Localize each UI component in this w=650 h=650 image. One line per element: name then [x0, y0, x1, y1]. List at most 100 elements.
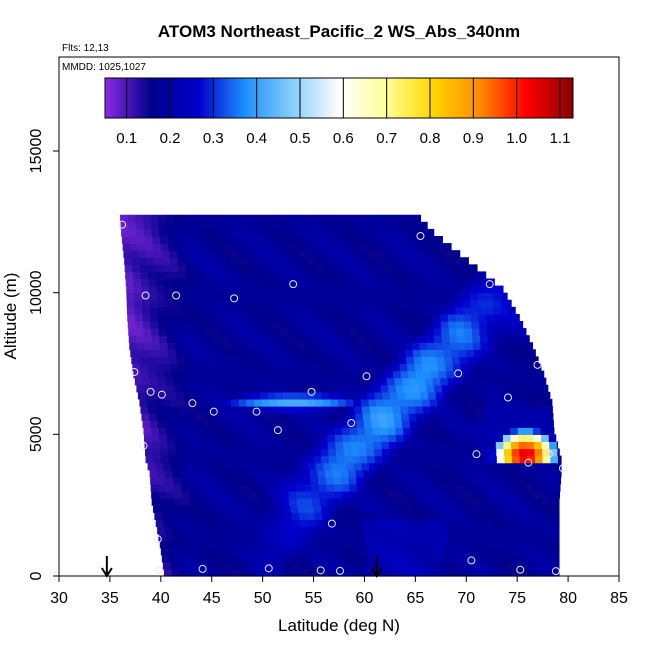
heatmap-cell [211, 483, 220, 492]
heatmap-cell [141, 285, 150, 294]
heatmap-cell [278, 413, 288, 421]
heatmap-cell [271, 292, 280, 301]
heatmap-cell [253, 257, 263, 265]
heatmap-cell [265, 221, 274, 230]
heatmap-cell [182, 342, 191, 350]
heatmap-cell [333, 214, 343, 223]
heatmap-cell [277, 271, 287, 280]
heatmap-cell [296, 228, 305, 237]
heatmap-cell [241, 299, 250, 308]
heatmap-cell [188, 313, 197, 322]
heatmap-cell [371, 469, 380, 478]
heatmap-cell [264, 420, 273, 428]
heatmap-cell [436, 356, 445, 365]
heatmap-cell [411, 441, 421, 450]
heatmap-cell [420, 505, 429, 513]
heatmap-cell [352, 554, 361, 563]
heatmap-cell [289, 434, 298, 443]
heatmap-cell [313, 505, 322, 513]
heatmap-cell [491, 406, 500, 414]
heatmap-cell [320, 441, 329, 450]
heatmap-cell [183, 455, 192, 464]
heatmap-cell [211, 313, 220, 322]
heatmap-cell [471, 328, 481, 336]
heatmap-cell [415, 406, 424, 414]
heatmap-cell [385, 413, 395, 421]
heatmap-cell [279, 526, 288, 535]
heatmap-cell [410, 214, 419, 223]
heatmap-cell [455, 469, 464, 478]
heatmap-cell [278, 568, 287, 577]
heatmap-cell [450, 448, 459, 457]
heatmap-cell [211, 533, 221, 542]
heatmap-cell [456, 328, 465, 336]
heatmap-cell [189, 427, 198, 435]
heatmap-cell [288, 427, 297, 435]
heatmap-cell [205, 342, 214, 350]
heatmap-cell [231, 264, 240, 273]
heatmap-cell [274, 540, 283, 549]
heatmap-cell [321, 349, 330, 358]
sample-point [416, 232, 425, 240]
heatmap-cell [369, 264, 378, 273]
heatmap-cell [141, 292, 150, 301]
heatmap-cell [219, 483, 228, 492]
heatmap-cell [236, 448, 245, 457]
heatmap-cell [181, 491, 190, 499]
heatmap-cell [559, 462, 562, 471]
heatmap-cell [535, 455, 544, 464]
heatmap-cell [488, 342, 497, 350]
heatmap-cell [237, 505, 246, 513]
heatmap-cell [134, 313, 144, 322]
heatmap-cell [391, 363, 401, 372]
heatmap-cell [475, 512, 484, 520]
heatmap-cell [430, 363, 439, 372]
heatmap-cell [262, 264, 271, 273]
heatmap-cell [366, 505, 376, 513]
heatmap-cell [147, 363, 156, 372]
heatmap-cell [328, 455, 338, 464]
heatmap-cell [325, 526, 334, 535]
heatmap-cell [307, 264, 317, 273]
heatmap-cell [347, 370, 356, 379]
heatmap-cell [174, 427, 183, 435]
heatmap-cell [518, 434, 527, 443]
heatmap-cell [224, 406, 233, 414]
heatmap-cell [302, 377, 312, 386]
heatmap-cell [404, 342, 413, 350]
heatmap-cell [453, 264, 462, 273]
heatmap-cell [168, 349, 177, 358]
heatmap-cell [327, 335, 336, 343]
heatmap-cell [447, 306, 456, 315]
heatmap-cell [437, 561, 446, 570]
heatmap-cell [471, 533, 480, 542]
heatmap-cell [447, 377, 457, 386]
heatmap-cell [150, 420, 159, 428]
heatmap-cell [326, 533, 335, 542]
heatmap-cell [422, 264, 431, 273]
heatmap-cell [241, 526, 250, 535]
heatmap-cell [498, 561, 508, 570]
heatmap-cell [427, 448, 436, 457]
heatmap-cell [172, 469, 181, 478]
heatmap-cell [478, 306, 487, 315]
heatmap-cell [502, 498, 512, 506]
heatmap-cell [156, 413, 165, 421]
colorbar-tick-label: 0.2 [160, 130, 181, 147]
heatmap-cell [461, 271, 470, 280]
heatmap-cell [437, 363, 446, 372]
heatmap-cell [146, 356, 155, 365]
heatmap-cell [523, 526, 532, 535]
heatmap-cell [330, 462, 340, 471]
heatmap-cell [319, 384, 328, 393]
heatmap-cell [194, 413, 204, 421]
heatmap-cell [290, 505, 299, 513]
heatmap-cell [391, 561, 401, 570]
heatmap-cell [360, 398, 370, 407]
heatmap-cell [160, 236, 169, 244]
heatmap-cell [429, 257, 438, 265]
heatmap-cell [462, 306, 472, 315]
heatmap-cell [486, 476, 495, 485]
heatmap-cell [423, 568, 432, 577]
heatmap-cell [454, 413, 463, 421]
